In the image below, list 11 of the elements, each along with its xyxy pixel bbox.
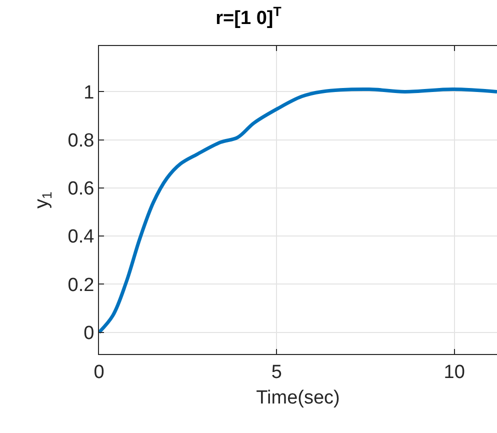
y-tick-label: 0.2 (68, 274, 94, 296)
x-axis-title: Time(sec) (256, 388, 340, 409)
x-tick-label: 5 (271, 362, 282, 383)
y-tick-label: 0.4 (68, 226, 95, 248)
chart-title: r=[1 0]$^{T}$ (216, 4, 282, 30)
y-tick-label: 0.8 (68, 130, 94, 152)
x-tick-label: 10 (444, 362, 465, 383)
line-series (99, 88, 497, 334)
y-tick-label: 1 (84, 82, 94, 104)
y-tick-label: 0 (84, 322, 94, 344)
y-tick-label: 0.6 (68, 178, 94, 200)
